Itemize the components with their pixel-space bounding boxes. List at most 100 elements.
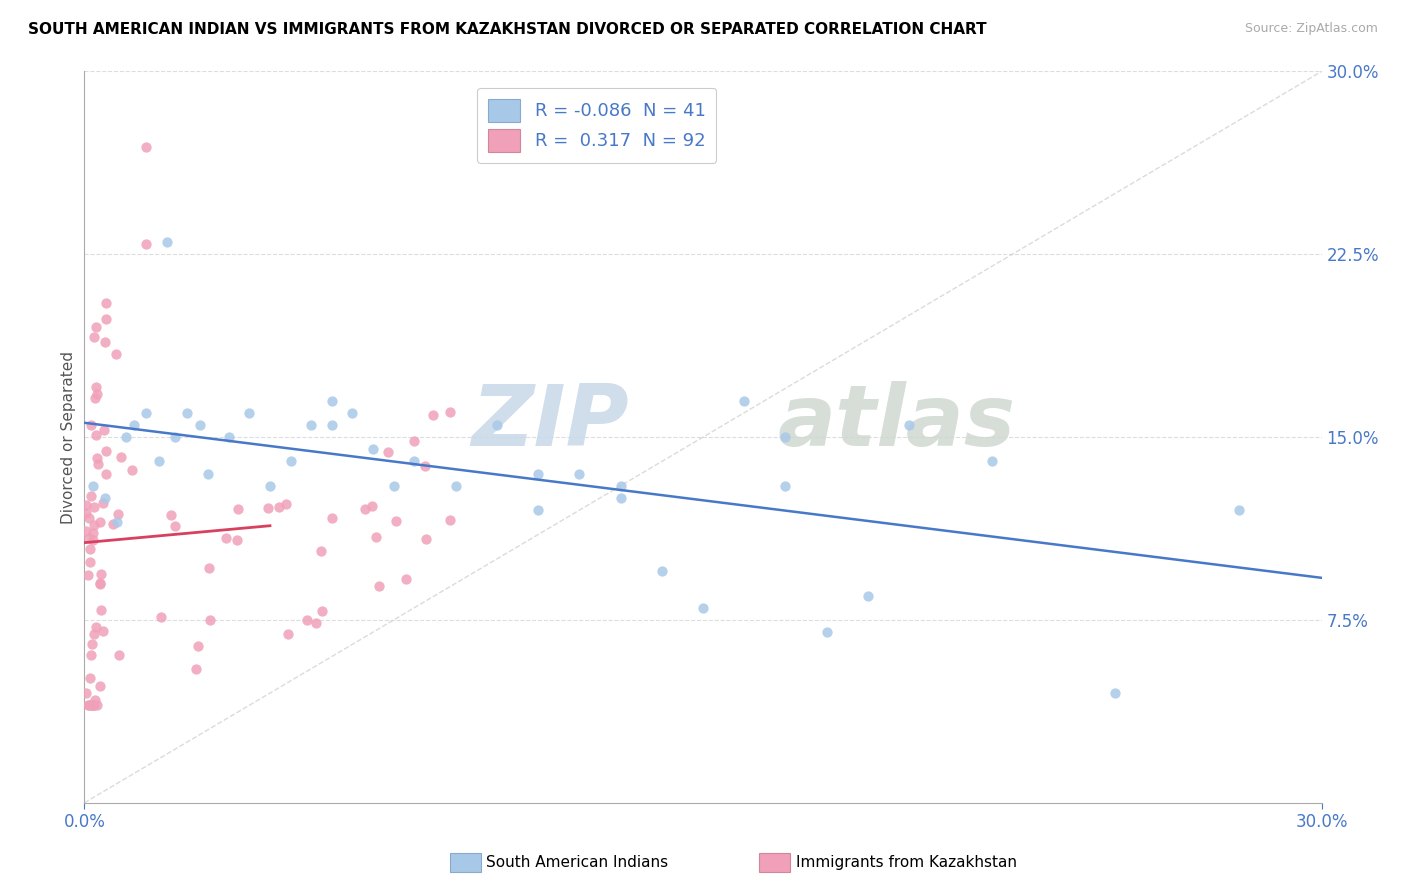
Point xyxy=(91,496,114,510)
Point xyxy=(309,543,332,558)
Point xyxy=(898,417,921,432)
Point xyxy=(90,566,112,581)
Point xyxy=(226,501,249,516)
Point xyxy=(84,620,107,634)
Point xyxy=(198,561,221,575)
Point xyxy=(110,450,132,465)
Point xyxy=(83,500,105,514)
Point xyxy=(692,600,714,615)
Text: SOUTH AMERICAN INDIAN VS IMMIGRANTS FROM KAZAKHSTAN DIVORCED OR SEPARATED CORREL: SOUTH AMERICAN INDIAN VS IMMIGRANTS FROM… xyxy=(28,22,987,37)
Point xyxy=(485,417,508,432)
Point xyxy=(415,532,437,546)
Point xyxy=(86,451,108,466)
Point xyxy=(651,564,673,578)
Point xyxy=(75,498,97,512)
Point xyxy=(150,609,173,624)
Point xyxy=(377,444,399,458)
Point xyxy=(1227,503,1250,517)
Point xyxy=(188,417,211,432)
Point xyxy=(93,423,115,437)
Point xyxy=(84,319,107,334)
Point xyxy=(89,516,111,530)
Point xyxy=(527,503,550,517)
Point xyxy=(107,648,129,663)
Point xyxy=(135,237,157,252)
Point xyxy=(267,500,290,514)
Point xyxy=(75,506,97,520)
Point xyxy=(439,513,461,527)
Point xyxy=(83,627,105,641)
Point xyxy=(89,679,111,693)
Point xyxy=(79,489,101,503)
Point xyxy=(84,391,107,405)
Legend: R = -0.086  N = 41, R =  0.317  N = 92: R = -0.086 N = 41, R = 0.317 N = 92 xyxy=(477,87,717,163)
Point xyxy=(321,417,343,432)
Y-axis label: Divorced or Separated: Divorced or Separated xyxy=(60,351,76,524)
Point xyxy=(225,533,247,547)
Point xyxy=(402,434,425,448)
Point xyxy=(257,500,280,515)
Point xyxy=(79,555,101,569)
Point xyxy=(321,511,343,525)
Point xyxy=(80,648,103,663)
Point xyxy=(238,406,260,420)
Point xyxy=(197,467,219,481)
Point xyxy=(89,577,111,591)
Point xyxy=(218,430,240,444)
Point xyxy=(94,312,117,326)
Point xyxy=(86,698,108,713)
Text: Source: ZipAtlas.com: Source: ZipAtlas.com xyxy=(1244,22,1378,36)
Point xyxy=(311,604,333,618)
Point xyxy=(135,139,157,153)
Point xyxy=(82,526,104,541)
Point xyxy=(104,347,127,361)
Point xyxy=(103,516,125,531)
Point xyxy=(775,479,797,493)
Point xyxy=(568,467,591,481)
Point xyxy=(94,296,117,310)
Point xyxy=(76,698,98,713)
Point xyxy=(84,693,107,707)
Point xyxy=(385,515,408,529)
Point xyxy=(299,417,322,432)
Point xyxy=(159,508,181,522)
Text: atlas: atlas xyxy=(778,381,1015,464)
Point xyxy=(156,235,179,249)
Point xyxy=(176,406,198,420)
Point xyxy=(86,386,108,401)
Point xyxy=(94,467,117,481)
Point xyxy=(82,698,104,713)
Point xyxy=(82,533,104,547)
Point xyxy=(775,430,797,444)
Point xyxy=(76,567,98,582)
Point xyxy=(439,405,461,419)
Point xyxy=(121,463,143,477)
Point xyxy=(165,519,187,533)
Point xyxy=(342,406,364,420)
Point xyxy=(90,603,112,617)
Point xyxy=(200,613,222,627)
Point xyxy=(122,417,145,432)
Point xyxy=(148,454,170,468)
Point xyxy=(86,380,108,394)
Point xyxy=(259,479,281,493)
Point xyxy=(94,335,117,350)
Point xyxy=(114,430,136,444)
Point xyxy=(79,541,101,556)
Point xyxy=(89,576,111,591)
Point xyxy=(82,479,104,493)
Point xyxy=(94,491,117,505)
Point xyxy=(295,613,318,627)
Point xyxy=(321,393,343,408)
Point xyxy=(80,698,103,713)
Point xyxy=(980,454,1002,468)
Point xyxy=(86,457,108,471)
Point xyxy=(609,491,631,505)
Point xyxy=(135,406,157,420)
Point xyxy=(187,639,209,653)
Text: Immigrants from Kazakhstan: Immigrants from Kazakhstan xyxy=(796,855,1017,870)
Point xyxy=(80,418,103,433)
Point xyxy=(395,572,418,586)
Point xyxy=(280,454,302,468)
Point xyxy=(856,589,879,603)
